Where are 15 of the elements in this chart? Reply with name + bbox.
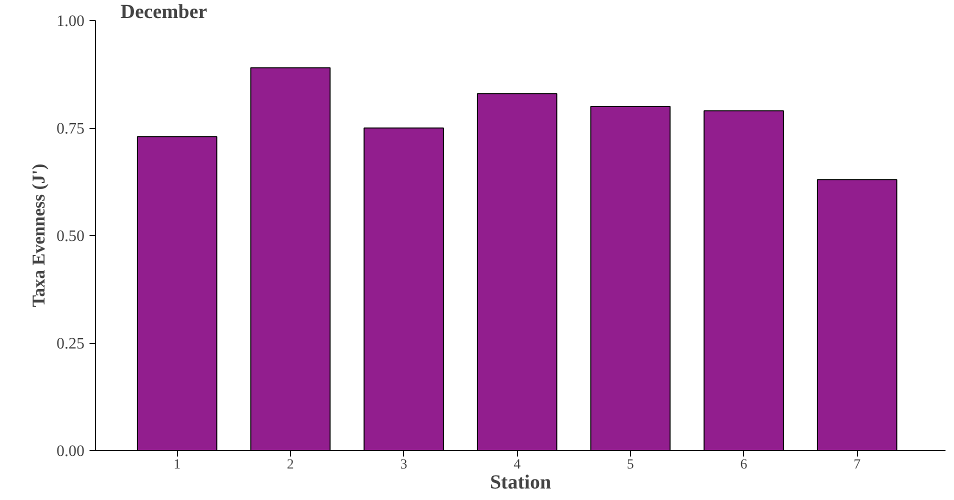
chart-title: December <box>120 1 208 23</box>
y-tick-label: 1.00 <box>56 13 84 30</box>
x-tick-label: 7 <box>854 458 861 472</box>
x-tick-label: 1 <box>174 458 181 472</box>
y-tick-label: 0.00 <box>56 443 84 460</box>
x-tick-label: 2 <box>286 458 294 472</box>
x-tick-label: 3 <box>400 458 408 472</box>
y-tick-label: 0.50 <box>56 228 84 245</box>
x-axis-title: Station <box>490 472 552 494</box>
x-tick-label: 5 <box>626 458 634 472</box>
x-tick-label: 6 <box>740 458 748 472</box>
y-axis-title: Taxa Evenness (J') <box>28 164 48 308</box>
y-tick-label: 0.75 <box>56 120 84 138</box>
x-tick-label: 4 <box>514 458 521 472</box>
y-tick-label: 0.25 <box>56 336 84 352</box>
